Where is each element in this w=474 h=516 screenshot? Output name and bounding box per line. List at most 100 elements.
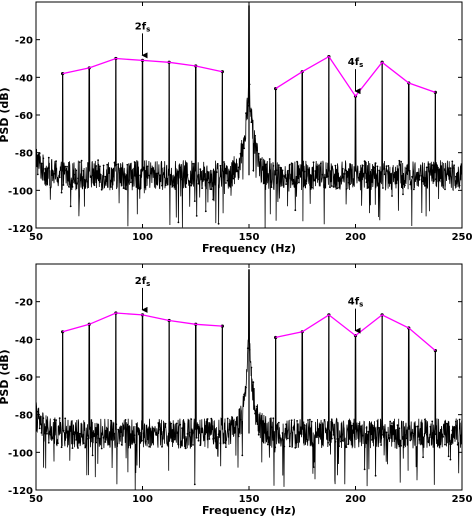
psd-sample-point — [146, 165, 149, 168]
psd-sample-point — [181, 427, 184, 430]
psd-sample-point — [53, 172, 56, 175]
psd-sample-point — [453, 425, 455, 428]
psd-sample-point — [157, 172, 160, 175]
plot-area — [36, 5, 462, 228]
psd-panel-1: 2fs 4fs 50 100 150 200 250 -20 -40 -60 -80 -100 -120… — [0, 1, 472, 255]
psd-sample-point — [336, 438, 339, 440]
psd-sample-point — [338, 186, 340, 189]
psd-sample-point — [309, 418, 311, 421]
psd-sample-point — [458, 184, 461, 187]
psd-sample-point — [429, 170, 432, 172]
psd-sample-point — [365, 181, 368, 184]
psd-panel-2: 2fs 4fs 50 100 150 200 250 -20 -40 -60 -80 -100 -120… — [0, 263, 472, 516]
psd-sample-point — [235, 423, 238, 426]
psd-sample-point — [345, 188, 348, 190]
psd-sample-point — [214, 437, 216, 439]
psd-sample-point — [128, 425, 131, 428]
psd-sample-point — [69, 205, 72, 208]
psd-sample-point — [239, 418, 242, 421]
psd-sample-point — [89, 175, 92, 178]
psd-sample-point — [361, 164, 364, 167]
psd-sample-point — [257, 433, 260, 436]
psd-sample-point — [246, 347, 249, 350]
psd-sample-point — [102, 436, 105, 439]
psd-sample-point — [325, 176, 328, 179]
psd-sample-point — [161, 445, 163, 448]
psd-sample-point — [413, 188, 415, 191]
psd-sample-point — [319, 424, 322, 426]
psd-sample-point — [55, 160, 57, 163]
psd-sample-point — [445, 173, 448, 176]
psd-sample-point — [239, 152, 242, 155]
psd-sample-point — [217, 222, 220, 225]
psd-sample-point — [303, 170, 306, 173]
psd-sample-point — [374, 474, 377, 477]
psd-sample-point — [279, 166, 282, 169]
psd-sample-point — [431, 420, 434, 423]
psd-sample-point — [296, 160, 298, 163]
psd-sample-point — [288, 445, 291, 448]
psd-sample-point — [228, 170, 231, 173]
psd-sample-point — [398, 159, 401, 162]
psd-sample-point — [303, 424, 306, 426]
psd-sample-point — [418, 438, 421, 441]
psd-sample-point — [95, 165, 98, 167]
psd-sample-point — [447, 168, 450, 171]
psd-sample-point — [120, 171, 123, 174]
psd-sample-point — [113, 432, 116, 435]
psd-sample-point — [378, 427, 381, 429]
psd-sample-point — [270, 426, 273, 429]
psd-sample-point — [274, 173, 277, 176]
psd-sample-point — [420, 175, 423, 177]
psd-sample-point — [294, 446, 297, 449]
psd-sample-point — [287, 437, 289, 440]
psd-sample-point — [341, 439, 344, 442]
psd-sample-point — [314, 435, 317, 438]
psd-sample-point — [274, 446, 277, 449]
psd-sample-point — [193, 200, 196, 203]
psd-sample-point — [257, 152, 260, 155]
psd-sample-point — [104, 441, 107, 443]
psd-sample-point — [119, 169, 121, 172]
psd-sample-point — [343, 439, 346, 441]
psd-sample-point — [246, 104, 249, 107]
psd-sample-point — [234, 170, 236, 173]
psd-sample-point — [241, 146, 244, 149]
psd-sample-point — [80, 435, 83, 438]
psd-sample-point — [356, 170, 359, 173]
psd-sample-point — [292, 182, 295, 185]
psd-sample-point — [321, 173, 324, 176]
psd-sample-point — [214, 177, 216, 180]
y-tick-label: -20 — [15, 298, 33, 309]
psd-sample-point — [434, 178, 437, 181]
psd-sample-point — [66, 431, 68, 434]
psd-sample-point — [265, 432, 267, 435]
psd-sample-point — [243, 393, 246, 396]
y-tick-label: -100 — [8, 186, 33, 197]
y-tick-label: -100 — [8, 448, 33, 459]
psd-sample-point — [382, 433, 384, 436]
psd-sample-point — [131, 430, 134, 433]
psd-sample-point — [184, 447, 187, 450]
psd-sample-point — [234, 431, 236, 433]
psd-sample-point — [389, 181, 392, 184]
psd-sample-point — [431, 164, 434, 167]
psd-sample-point — [57, 442, 59, 445]
x-tick-label: 200 — [345, 494, 366, 505]
x-axis-label: Frequency (Hz) — [202, 242, 296, 255]
psd-sample-point — [122, 424, 125, 427]
psd-sample-point — [279, 437, 282, 440]
psd-sample-point — [340, 179, 342, 182]
psd-sample-point — [241, 454, 244, 457]
psd-sample-point — [440, 165, 443, 168]
psd-sample-point — [186, 174, 189, 176]
psd-sample-point — [283, 175, 286, 177]
psd-sample-point — [444, 188, 446, 191]
psd-sample-point — [237, 435, 240, 438]
psd-sample-point — [363, 160, 366, 163]
psd-sample-point — [141, 439, 143, 442]
psd-sample-point — [318, 178, 320, 181]
psd-sample-point — [204, 210, 207, 213]
psd-sample-point — [190, 184, 193, 187]
psd-sample-point — [49, 186, 52, 189]
